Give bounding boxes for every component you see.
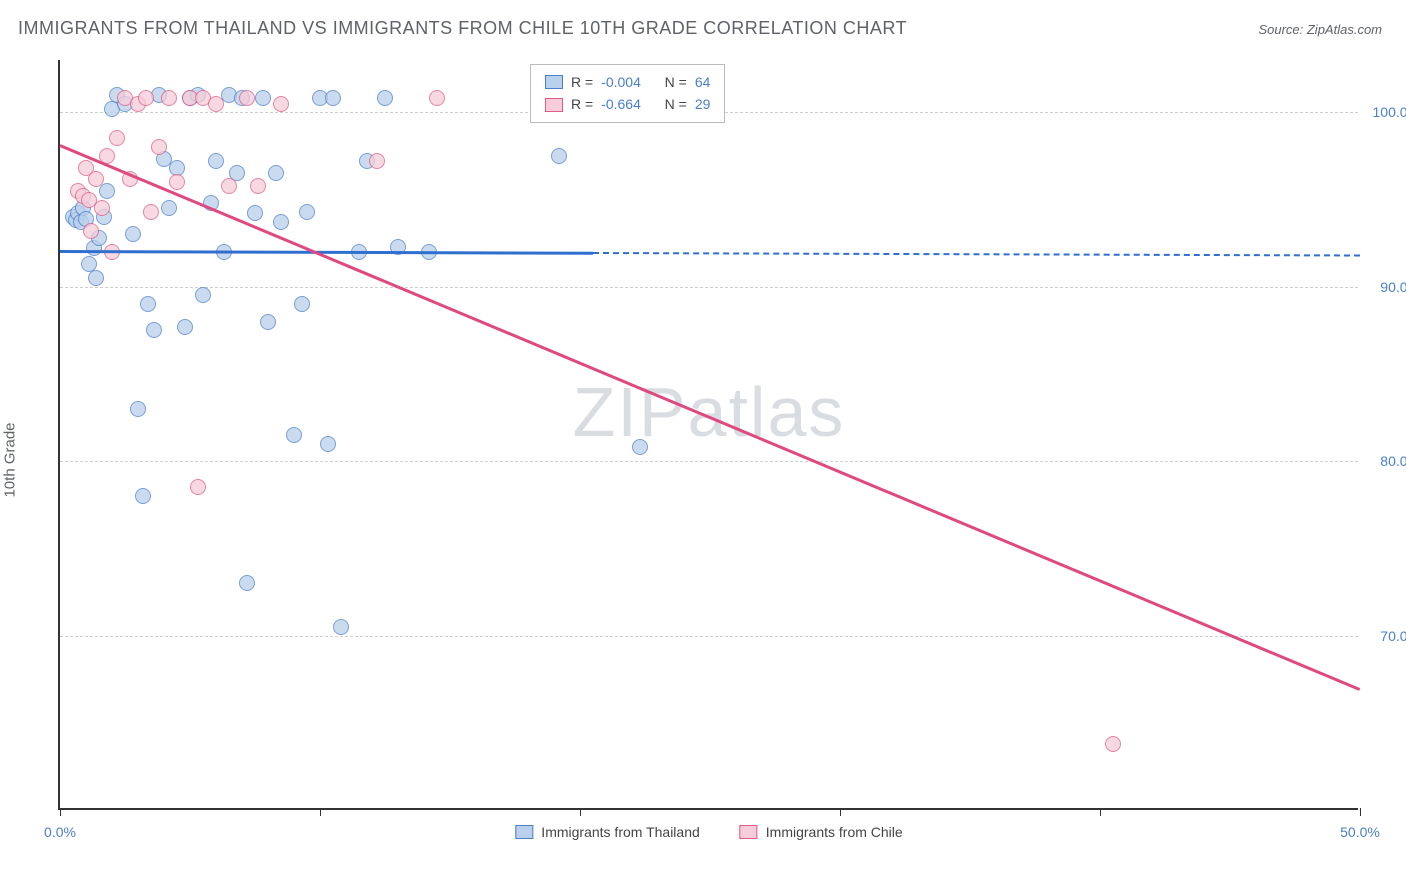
source-label: Source: ZipAtlas.com — [1258, 22, 1382, 37]
chart-title: IMMIGRANTS FROM THAILAND VS IMMIGRANTS F… — [18, 18, 907, 39]
scatter-point — [135, 488, 151, 504]
scatter-point — [632, 439, 648, 455]
scatter-point — [208, 153, 224, 169]
scatter-point — [221, 178, 237, 194]
r-value-2: -0.664 — [601, 93, 641, 115]
scatter-point — [299, 204, 315, 220]
trendline — [60, 144, 1361, 690]
scatter-point — [208, 96, 224, 112]
scatter-point — [369, 153, 385, 169]
r-label: R = — [571, 71, 593, 93]
stats-legend: R = -0.004 N = 64 R = -0.664 N = 29 — [530, 64, 725, 123]
scatter-point — [273, 214, 289, 230]
n-label: N = — [665, 93, 687, 115]
swatch-chile — [740, 825, 758, 839]
scatter-point — [273, 96, 289, 112]
legend-item-chile: Immigrants from Chile — [740, 824, 903, 840]
scatter-point — [320, 436, 336, 452]
swatch-thailand — [515, 825, 533, 839]
scatter-point — [190, 479, 206, 495]
scatter-point — [177, 319, 193, 335]
x-tick — [580, 808, 581, 816]
scatter-point — [1105, 736, 1121, 752]
scatter-point — [239, 90, 255, 106]
y-tick-label: 70.0% — [1365, 628, 1406, 644]
scatter-point — [169, 174, 185, 190]
r-label: R = — [571, 93, 593, 115]
y-tick-label: 100.0% — [1365, 104, 1406, 120]
scatter-point — [429, 90, 445, 106]
scatter-point — [195, 287, 211, 303]
scatter-point — [94, 200, 110, 216]
watermark: ZIPatlas — [573, 372, 846, 452]
scatter-point — [109, 130, 125, 146]
scatter-point — [333, 619, 349, 635]
chart-container: 10th Grade ZIPatlas R = -0.004 N = 64 R … — [18, 50, 1388, 870]
scatter-point — [247, 205, 263, 221]
scatter-point — [286, 427, 302, 443]
x-tick — [1100, 808, 1101, 816]
y-tick-label: 80.0% — [1365, 453, 1406, 469]
scatter-point — [130, 401, 146, 417]
trendline — [60, 250, 593, 254]
stats-row-2: R = -0.664 N = 29 — [545, 93, 710, 115]
scatter-point — [151, 139, 167, 155]
scatter-point — [268, 165, 284, 181]
n-label: N = — [665, 71, 687, 93]
legend-label-chile: Immigrants from Chile — [766, 824, 903, 840]
scatter-point — [161, 200, 177, 216]
scatter-point — [146, 322, 162, 338]
legend-item-thailand: Immigrants from Thailand — [515, 824, 699, 840]
gridline — [60, 636, 1358, 637]
x-tick — [320, 808, 321, 816]
scatter-point — [325, 90, 341, 106]
x-tick — [60, 808, 61, 816]
bottom-legend: Immigrants from Thailand Immigrants from… — [515, 824, 902, 840]
n-value-2: 29 — [695, 93, 711, 115]
scatter-point — [551, 148, 567, 164]
x-tick — [840, 808, 841, 816]
r-value-1: -0.004 — [601, 71, 641, 93]
scatter-point — [140, 296, 156, 312]
swatch-chile — [545, 98, 563, 112]
y-tick-label: 90.0% — [1365, 279, 1406, 295]
scatter-point — [88, 270, 104, 286]
stats-row-1: R = -0.004 N = 64 — [545, 71, 710, 93]
scatter-point — [377, 90, 393, 106]
gridline — [60, 287, 1358, 288]
scatter-point — [138, 90, 154, 106]
scatter-point — [161, 90, 177, 106]
scatter-point — [294, 296, 310, 312]
x-tick — [1360, 808, 1361, 816]
y-axis-label: 10th Grade — [2, 422, 19, 497]
gridline — [60, 461, 1358, 462]
scatter-point — [143, 204, 159, 220]
scatter-point — [125, 226, 141, 242]
x-tick-label: 50.0% — [1340, 824, 1380, 840]
scatter-point — [99, 183, 115, 199]
swatch-thailand — [545, 75, 563, 89]
scatter-point — [260, 314, 276, 330]
legend-label-thailand: Immigrants from Thailand — [541, 824, 699, 840]
plot-area: ZIPatlas R = -0.004 N = 64 R = -0.664 N … — [58, 60, 1358, 810]
scatter-point — [83, 223, 99, 239]
scatter-point — [88, 171, 104, 187]
x-tick-label: 0.0% — [44, 824, 76, 840]
scatter-point — [255, 90, 271, 106]
scatter-point — [239, 575, 255, 591]
n-value-1: 64 — [695, 71, 711, 93]
trendline — [593, 252, 1360, 257]
scatter-point — [250, 178, 266, 194]
